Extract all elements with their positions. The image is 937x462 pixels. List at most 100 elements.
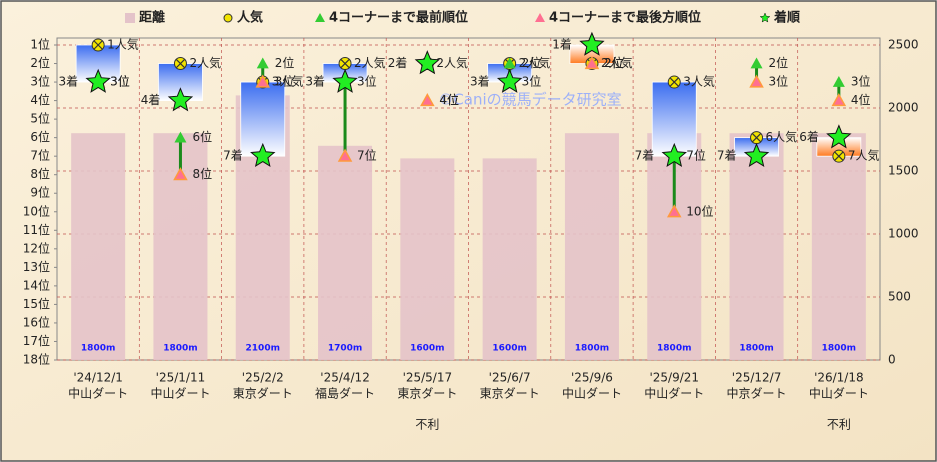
- finish-label: 1着: [552, 37, 572, 52]
- y-tick-label: 10位: [23, 203, 50, 218]
- y-tick-label: 17位: [23, 333, 50, 348]
- rank-label: 2位: [604, 55, 624, 70]
- rank-label: 4位: [439, 92, 459, 107]
- rank-label: 7位: [357, 148, 377, 163]
- rank-label: 8位: [192, 166, 212, 181]
- legend-label: 人気: [237, 10, 263, 26]
- legend-swatch: [315, 13, 325, 22]
- legend-swatch: [125, 13, 135, 23]
- rank-label: 2位: [522, 55, 542, 70]
- y-tick-label: 14位: [23, 277, 50, 292]
- x-tick-label: 中山ダート: [150, 386, 210, 401]
- popularity-label: 3人気: [272, 74, 304, 89]
- finish-label: 4着: [141, 92, 161, 107]
- bar-label: 1700m: [328, 344, 362, 354]
- triangle-marker: [750, 57, 763, 69]
- x-tick-label: 中山ダート: [809, 386, 869, 401]
- y-tick-label: 16位: [23, 314, 50, 329]
- y2-tick-label: 1500: [888, 164, 919, 178]
- rank-label: 2位: [604, 55, 624, 70]
- marker-cross: [669, 77, 679, 87]
- rank-label: 3位: [110, 74, 130, 89]
- bar-label: 1800m: [575, 344, 609, 354]
- star-marker: [332, 68, 358, 93]
- legend-label: 距離: [139, 10, 165, 26]
- y-tick-label: 9位: [30, 185, 50, 200]
- popularity-label: 2人気: [354, 55, 386, 70]
- triangle-marker: [584, 55, 600, 70]
- x-tick-label: '25/9/21: [649, 371, 699, 385]
- x-tick-label: '25/4/12: [320, 371, 370, 385]
- bar-label: 1800m: [739, 344, 773, 354]
- x-tick-label: 中山ダート: [562, 386, 622, 401]
- triangle-marker: [503, 57, 516, 69]
- y-tick-label: 7位: [30, 148, 50, 163]
- annotation: 不利: [415, 418, 439, 432]
- y-tick-label: 18位: [23, 352, 50, 367]
- triangle-marker: [420, 93, 435, 107]
- popularity-label: 6人気: [766, 129, 798, 144]
- rank-label: 3位: [769, 74, 789, 89]
- popularity-label: 2人気: [189, 55, 221, 70]
- popularity-marker: [750, 131, 764, 145]
- star-marker: [661, 142, 687, 167]
- y-tick-label: 3位: [30, 74, 50, 89]
- y-tick-label: 6位: [30, 129, 50, 144]
- bar-label: 1600m: [410, 344, 444, 354]
- y-tick-label: 5位: [30, 111, 50, 126]
- rank-label: 3位: [357, 74, 377, 89]
- star-marker: [496, 68, 523, 93]
- watermark: ©Caniの競馬データ研究室: [438, 91, 621, 109]
- bar-label: 2100m: [246, 344, 280, 354]
- x-tick-label: '25/1/11: [156, 371, 206, 385]
- bar-label: 1800m: [81, 344, 115, 354]
- finish-label: 2着: [388, 55, 408, 70]
- x-tick-label: 東京ダート: [397, 386, 457, 401]
- finish-label: 3着: [470, 74, 490, 89]
- star-marker: [414, 50, 441, 75]
- y-tick-label: 4位: [30, 92, 50, 107]
- bar: [482, 158, 537, 360]
- rank-label: 7位: [686, 148, 706, 163]
- y2-tick-label: 2500: [888, 38, 919, 52]
- legend-label: 4コーナーまで最前順位: [329, 10, 468, 26]
- x-tick-label: '25/9/6: [571, 371, 613, 385]
- popularity-marker: [832, 149, 846, 163]
- star-marker: [167, 87, 194, 112]
- y-tick-label: 1位: [30, 37, 50, 52]
- legend-swatch: [535, 13, 545, 22]
- y2-tick-label: 2000: [888, 101, 919, 115]
- bar: [729, 133, 784, 360]
- y2-tick-label: 500: [888, 290, 911, 304]
- triangle-marker: [831, 93, 847, 107]
- triangle-marker: [255, 74, 271, 88]
- star-marker: [826, 124, 852, 149]
- legend-label: 着順: [773, 10, 801, 26]
- x-tick-label: 中京ダート: [727, 386, 787, 401]
- finish-label: 7着: [635, 148, 655, 163]
- star-marker: [85, 68, 111, 93]
- bar-label: 1600m: [492, 344, 526, 354]
- rank-label: 6位: [192, 129, 212, 144]
- x-tick-label: '25/5/17: [403, 371, 453, 385]
- triangle-marker: [173, 167, 188, 181]
- y-tick-label: 8位: [30, 166, 50, 181]
- y2-tick-label: 1000: [888, 227, 919, 241]
- bar: [564, 133, 619, 360]
- x-tick-label: 中山ダート: [68, 386, 128, 401]
- triangle-marker: [337, 148, 353, 162]
- y-tick-label: 13位: [23, 259, 50, 274]
- x-tick-label: '26/1/18: [814, 371, 864, 385]
- rank-label: 4位: [439, 92, 459, 107]
- x-tick-label: '24/12/1: [73, 371, 123, 385]
- bar: [71, 133, 126, 360]
- triangle-marker: [256, 57, 269, 69]
- bar-label: 1800m: [657, 344, 691, 354]
- legend-swatch: [759, 12, 771, 23]
- popularity-label: 3人気: [683, 74, 715, 89]
- x-tick-label: 東京ダート: [233, 386, 293, 401]
- x-tick-label: 東京ダート: [480, 386, 540, 401]
- popularity-label: 2人気: [519, 55, 551, 70]
- popularity-label: 2人気: [601, 55, 633, 70]
- y-tick-label: 12位: [23, 240, 50, 255]
